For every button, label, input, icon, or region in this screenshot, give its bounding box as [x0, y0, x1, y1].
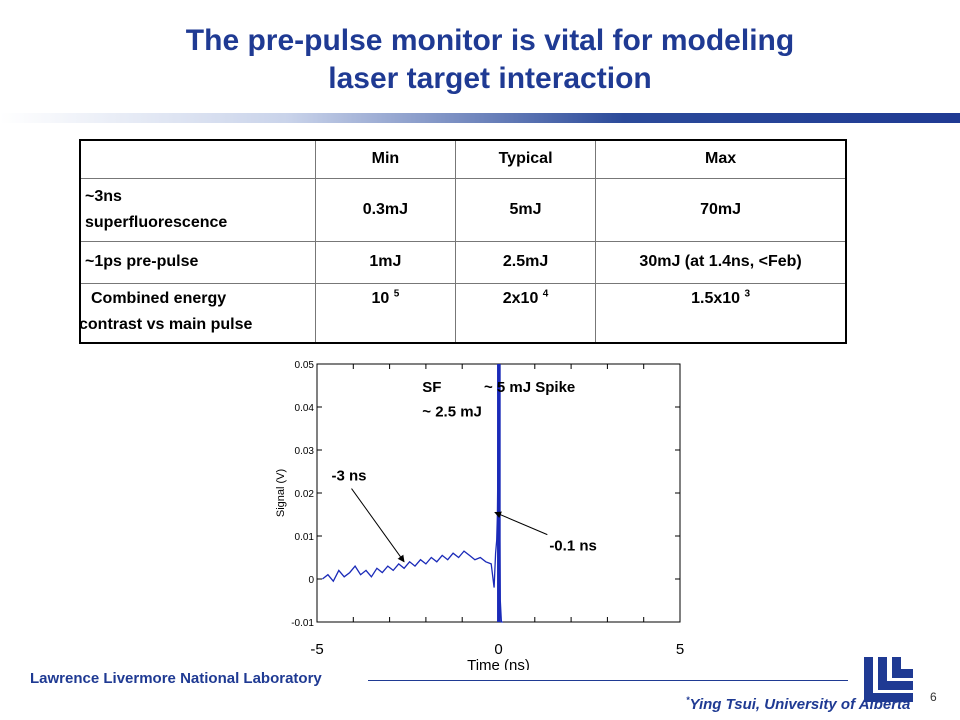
y-tick-label: 0.05	[295, 360, 315, 371]
cell-typical: 2.5mJ	[454, 240, 597, 284]
spike-line	[497, 364, 501, 622]
table-header-min: Min	[314, 139, 456, 179]
annotation-arrow	[494, 511, 548, 536]
credit-mark: *	[686, 695, 690, 705]
cell-max: 1.5x10 3	[595, 282, 847, 344]
lab-name: Lawrence Livermore National Laboratory	[30, 670, 322, 687]
annotation-label: ~ 5 mJ Spike	[484, 379, 575, 396]
table-row: Combined energy contrast vs main pulse 1…	[79, 282, 847, 344]
x-tick-label: 5	[676, 641, 684, 658]
prepulse-table: Min Typical Max ~3ns superfluorescence 0…	[79, 139, 847, 344]
llnl-logo-icon	[864, 657, 913, 702]
cell-typical-exp: 4	[542, 288, 549, 300]
x-tick-label: -5	[310, 641, 323, 658]
table-header-typical: Typical	[454, 139, 597, 179]
slide-title: The pre-pulse monitor is vital for model…	[120, 22, 860, 98]
cell-max-exp: 3	[744, 288, 751, 300]
row-label-line2: superfluorescence	[85, 213, 228, 231]
y-tick-label: 0.04	[295, 403, 315, 414]
slide-title-line2: laser target interaction	[328, 62, 652, 95]
signal-chart: -0.01 0 0.01 0.02 0.03 0.04 0.05 -5 0 5 Signal (…	[275, 360, 684, 670]
y-tick-label: 0.01	[295, 532, 315, 543]
annotation-label: -3 ns	[332, 468, 367, 485]
cell-min-base: 10	[371, 289, 390, 307]
y-tick-label: 0.02	[295, 489, 315, 500]
table-row: ~1ps pre-pulse 1mJ 2.5mJ 30mJ (at 1.4ns,…	[79, 240, 847, 284]
annotation-label: ~ 2.5 mJ	[422, 403, 482, 420]
cell-max-base: 1.5x10	[691, 289, 741, 307]
page-number: 6	[930, 690, 937, 704]
table-header-row: Min Typical Max	[79, 139, 847, 179]
row-label-line2: contrast vs main pulse	[79, 315, 253, 333]
row-label: Combined energy contrast vs main pulse	[79, 282, 316, 344]
slide-title-line1: The pre-pulse monitor is vital for model…	[185, 24, 795, 57]
cell-max: 30mJ (at 1.4ns, <Feb)	[595, 240, 847, 284]
y-axis-label: Signal (V)	[275, 469, 287, 517]
cell-typical-base: 2x10	[502, 289, 539, 307]
cell-min: 0.3mJ	[314, 177, 456, 242]
table-header-max: Max	[595, 139, 847, 179]
table-row: ~3ns superfluorescence 0.3mJ 5mJ 70mJ	[79, 177, 847, 242]
y-tick-label: 0	[308, 575, 314, 586]
annotation-arrow	[351, 488, 405, 563]
x-axis-label: Time (ns)	[467, 657, 530, 670]
table-header-cell	[79, 139, 316, 179]
y-tick-label: -0.01	[291, 618, 314, 629]
title-divider	[0, 113, 960, 123]
x-tick-label: 0	[494, 641, 502, 658]
cell-min: 10 5	[314, 282, 456, 344]
row-label: ~3ns superfluorescence	[79, 177, 316, 242]
row-label-line1: ~3ns	[85, 187, 122, 205]
cell-max: 70mJ	[595, 177, 847, 242]
cell-typical: 2x10 4	[454, 282, 597, 344]
annotation-label: -0.1 ns	[549, 538, 597, 555]
row-label-line1: Combined energy	[91, 289, 227, 307]
cell-typical: 5mJ	[454, 177, 597, 242]
credit-text: *Ying Tsui, University of Alberta	[686, 695, 911, 714]
y-tick-label: 0.03	[295, 446, 315, 457]
footer-divider	[368, 680, 848, 681]
row-label: ~1ps pre-pulse	[79, 240, 316, 284]
annotation-label: SF	[422, 379, 441, 396]
credit-name: Ying Tsui, University of Alberta	[689, 696, 911, 713]
cell-min-exp: 5	[393, 288, 400, 300]
cell-min: 1mJ	[314, 240, 456, 284]
